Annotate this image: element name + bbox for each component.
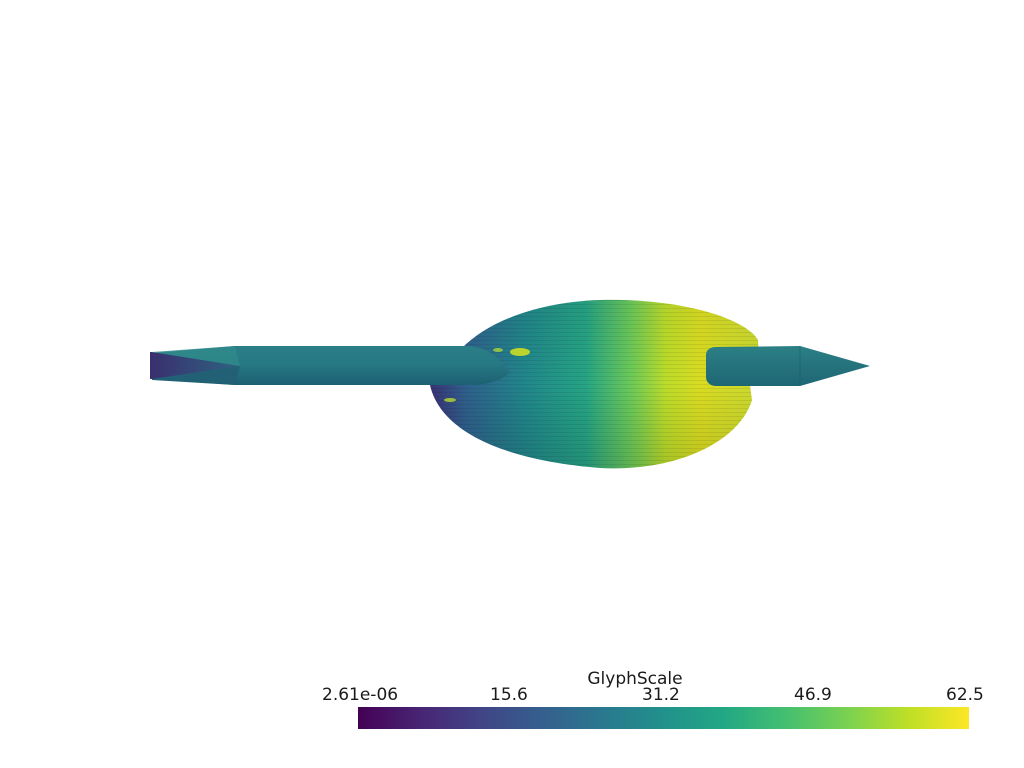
colorbar: GlyphScale 2.61e-06 15.6 31.2 46.9 62.5	[320, 668, 984, 732]
colorbar-tick-3: 46.9	[794, 685, 832, 705]
colorbar-tick-2: 31.2	[642, 685, 680, 705]
shaft	[150, 346, 510, 385]
glyph-fan-upper	[444, 299, 760, 402]
colorbar-tick-1: 15.6	[490, 685, 528, 705]
colorbar-title: GlyphScale	[587, 669, 683, 689]
arrow-tip	[706, 346, 870, 386]
colorbar-tick-max: 62.5	[946, 685, 984, 705]
colorbar-tick-min: 2.61e-06	[322, 685, 399, 705]
glyph-fan-lower	[430, 385, 752, 469]
colorbar-gradient	[358, 707, 969, 729]
